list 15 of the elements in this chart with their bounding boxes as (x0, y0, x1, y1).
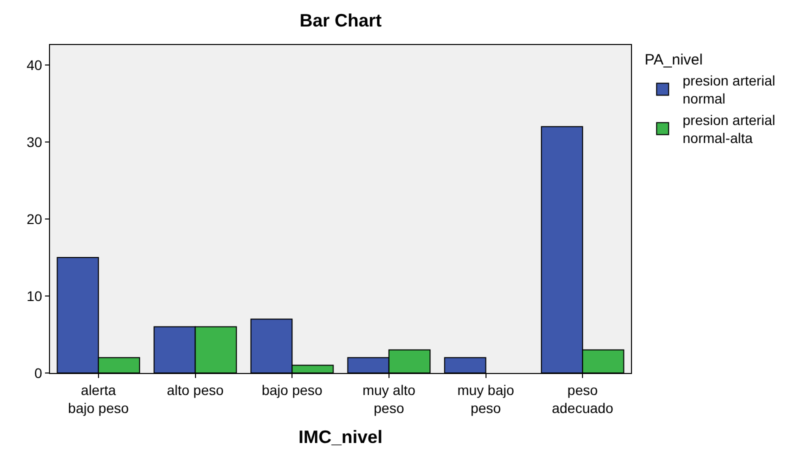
x-axis-title: IMC_nivel (298, 427, 383, 448)
x-tick-label: bajo peso (262, 382, 323, 398)
x-tick-label: alto peso (166, 382, 224, 398)
x-tick-label: alerta bajo peso (68, 382, 129, 416)
x-tick-label: peso adecuado (552, 382, 614, 416)
y-tick-label: 10 (26, 288, 42, 304)
legend-title: PA_nivel (644, 52, 703, 68)
y-tick-label: 20 (26, 210, 42, 227)
legend-label: presion arterial normal-alta (682, 112, 776, 146)
y-tick-label: 30 (26, 134, 42, 150)
y-tick-label: 40 (26, 56, 42, 73)
x-tick-label: muy bajo peso (457, 382, 514, 416)
x-tick-label: muy alto peso (362, 382, 416, 416)
chart-title: Bar Chart (300, 10, 382, 31)
y-tick-label: 0 (34, 364, 42, 381)
